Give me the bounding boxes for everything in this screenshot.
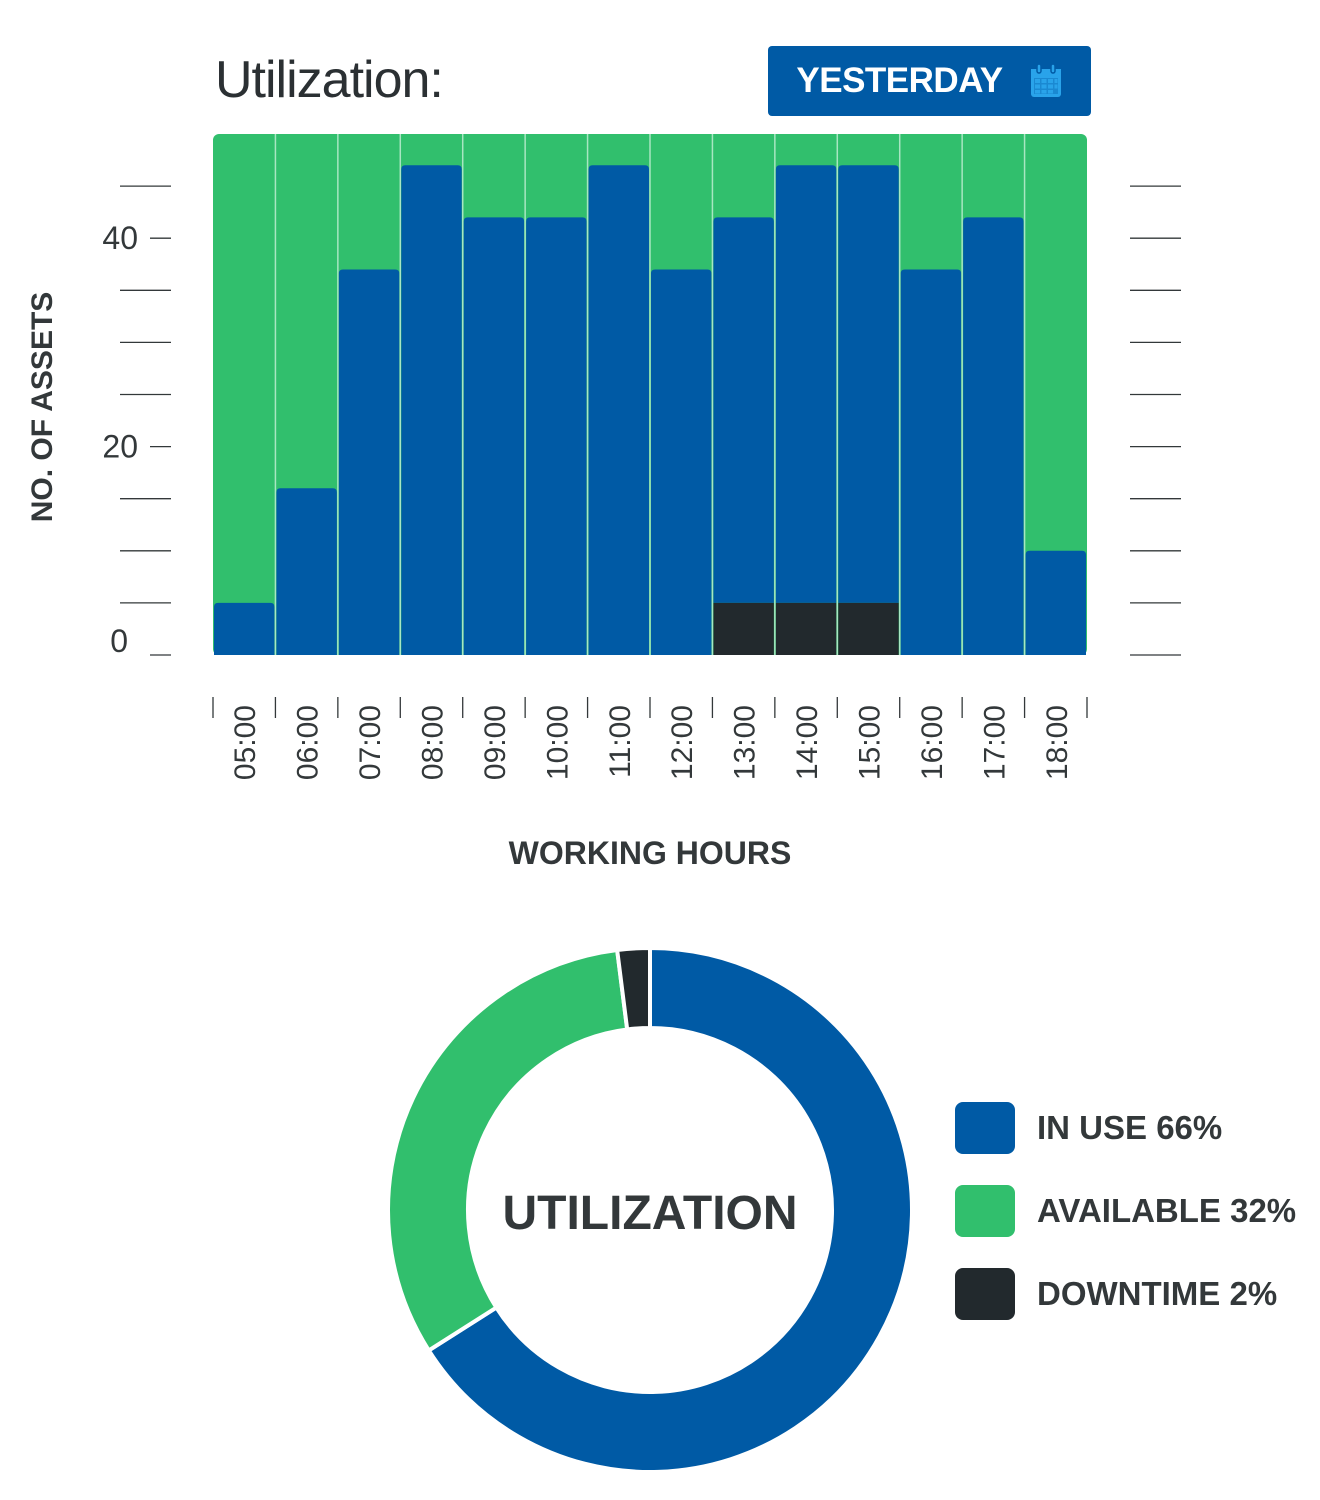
bar-in-use [463, 217, 525, 656]
bar-in-use [775, 165, 837, 603]
legend-swatch-available [955, 1185, 1015, 1237]
y-axis-title: NO. OF ASSETS [26, 292, 59, 523]
bar-in-use [338, 269, 400, 655]
x-tick-label: 11:00 [604, 705, 637, 778]
bar-in-use [651, 269, 712, 655]
x-tick-label: 08:00 [417, 705, 450, 780]
utilization-bar-chart: 0 20 40 05:00 06:00 07:00 08:00 09:00 10:00 11:00… [102, 134, 1181, 780]
bar-in-use [713, 217, 774, 603]
page-title: Utilization: [215, 51, 444, 109]
x-axis-title: WORKING HOURS [509, 835, 792, 871]
legend-item-available: AVAILABLE 32% [955, 1185, 1296, 1237]
legend-item-downtime: DOWNTIME 2% [955, 1268, 1296, 1320]
calendar-icon [1030, 63, 1061, 97]
x-tick-label: 13:00 [729, 705, 762, 780]
x-tick-label: 09:00 [479, 705, 512, 780]
date-range-label: YESTERDAY [796, 61, 1003, 100]
legend-label-downtime: DOWNTIME 2% [1037, 1275, 1278, 1312]
bar-in-use [401, 165, 462, 655]
x-tick-label: 16:00 [916, 705, 949, 780]
x-tick-label: 15:00 [854, 705, 887, 780]
x-tick-label: 05:00 [229, 705, 262, 780]
legend-swatch-in-use [955, 1102, 1015, 1154]
bar-in-use [1025, 550, 1086, 655]
x-tick-label: 12:00 [666, 705, 699, 780]
bar-downtime [713, 602, 774, 655]
bar-downtime [775, 602, 837, 655]
x-tick-label: 07:00 [354, 705, 387, 780]
x-tick-label: 14:00 [791, 705, 824, 780]
bar-in-use [963, 217, 1024, 656]
bar-in-use [900, 269, 962, 655]
legend-label-available: AVAILABLE 32% [1037, 1192, 1297, 1229]
bar-in-use [526, 217, 587, 656]
legend-item-in-use: IN USE 66% [955, 1102, 1296, 1154]
bar-in-use [588, 165, 649, 655]
y-tick-label: 20 [102, 429, 138, 465]
donut-slice-downtime [615, 946, 652, 1032]
x-tick-label: 18:00 [1041, 705, 1074, 780]
x-tick-label: 06:00 [292, 705, 325, 780]
bar-in-use [214, 602, 275, 655]
y-tick-label: 0 [110, 623, 128, 659]
date-range-button[interactable]: YESTERDAY [768, 46, 1091, 116]
bar-in-use [276, 488, 337, 655]
donut-legend: IN USE 66% AVAILABLE 32% DOWNTIME 2% [955, 1102, 1296, 1351]
donut-slice-available [386, 948, 630, 1353]
legend-label-in-use: IN USE 66% [1037, 1109, 1223, 1146]
x-tick-label: 17:00 [978, 705, 1011, 780]
y-tick-label: 40 [102, 220, 138, 256]
legend-swatch-downtime [955, 1268, 1015, 1320]
utilization-donut-chart [386, 946, 914, 1474]
bar-in-use [838, 165, 899, 603]
bar-downtime [838, 602, 899, 655]
x-tick-label: 10:00 [541, 705, 574, 780]
donut-center-label: UTILIZATION [502, 1187, 797, 1240]
donut-slice-in-use [426, 946, 914, 1474]
